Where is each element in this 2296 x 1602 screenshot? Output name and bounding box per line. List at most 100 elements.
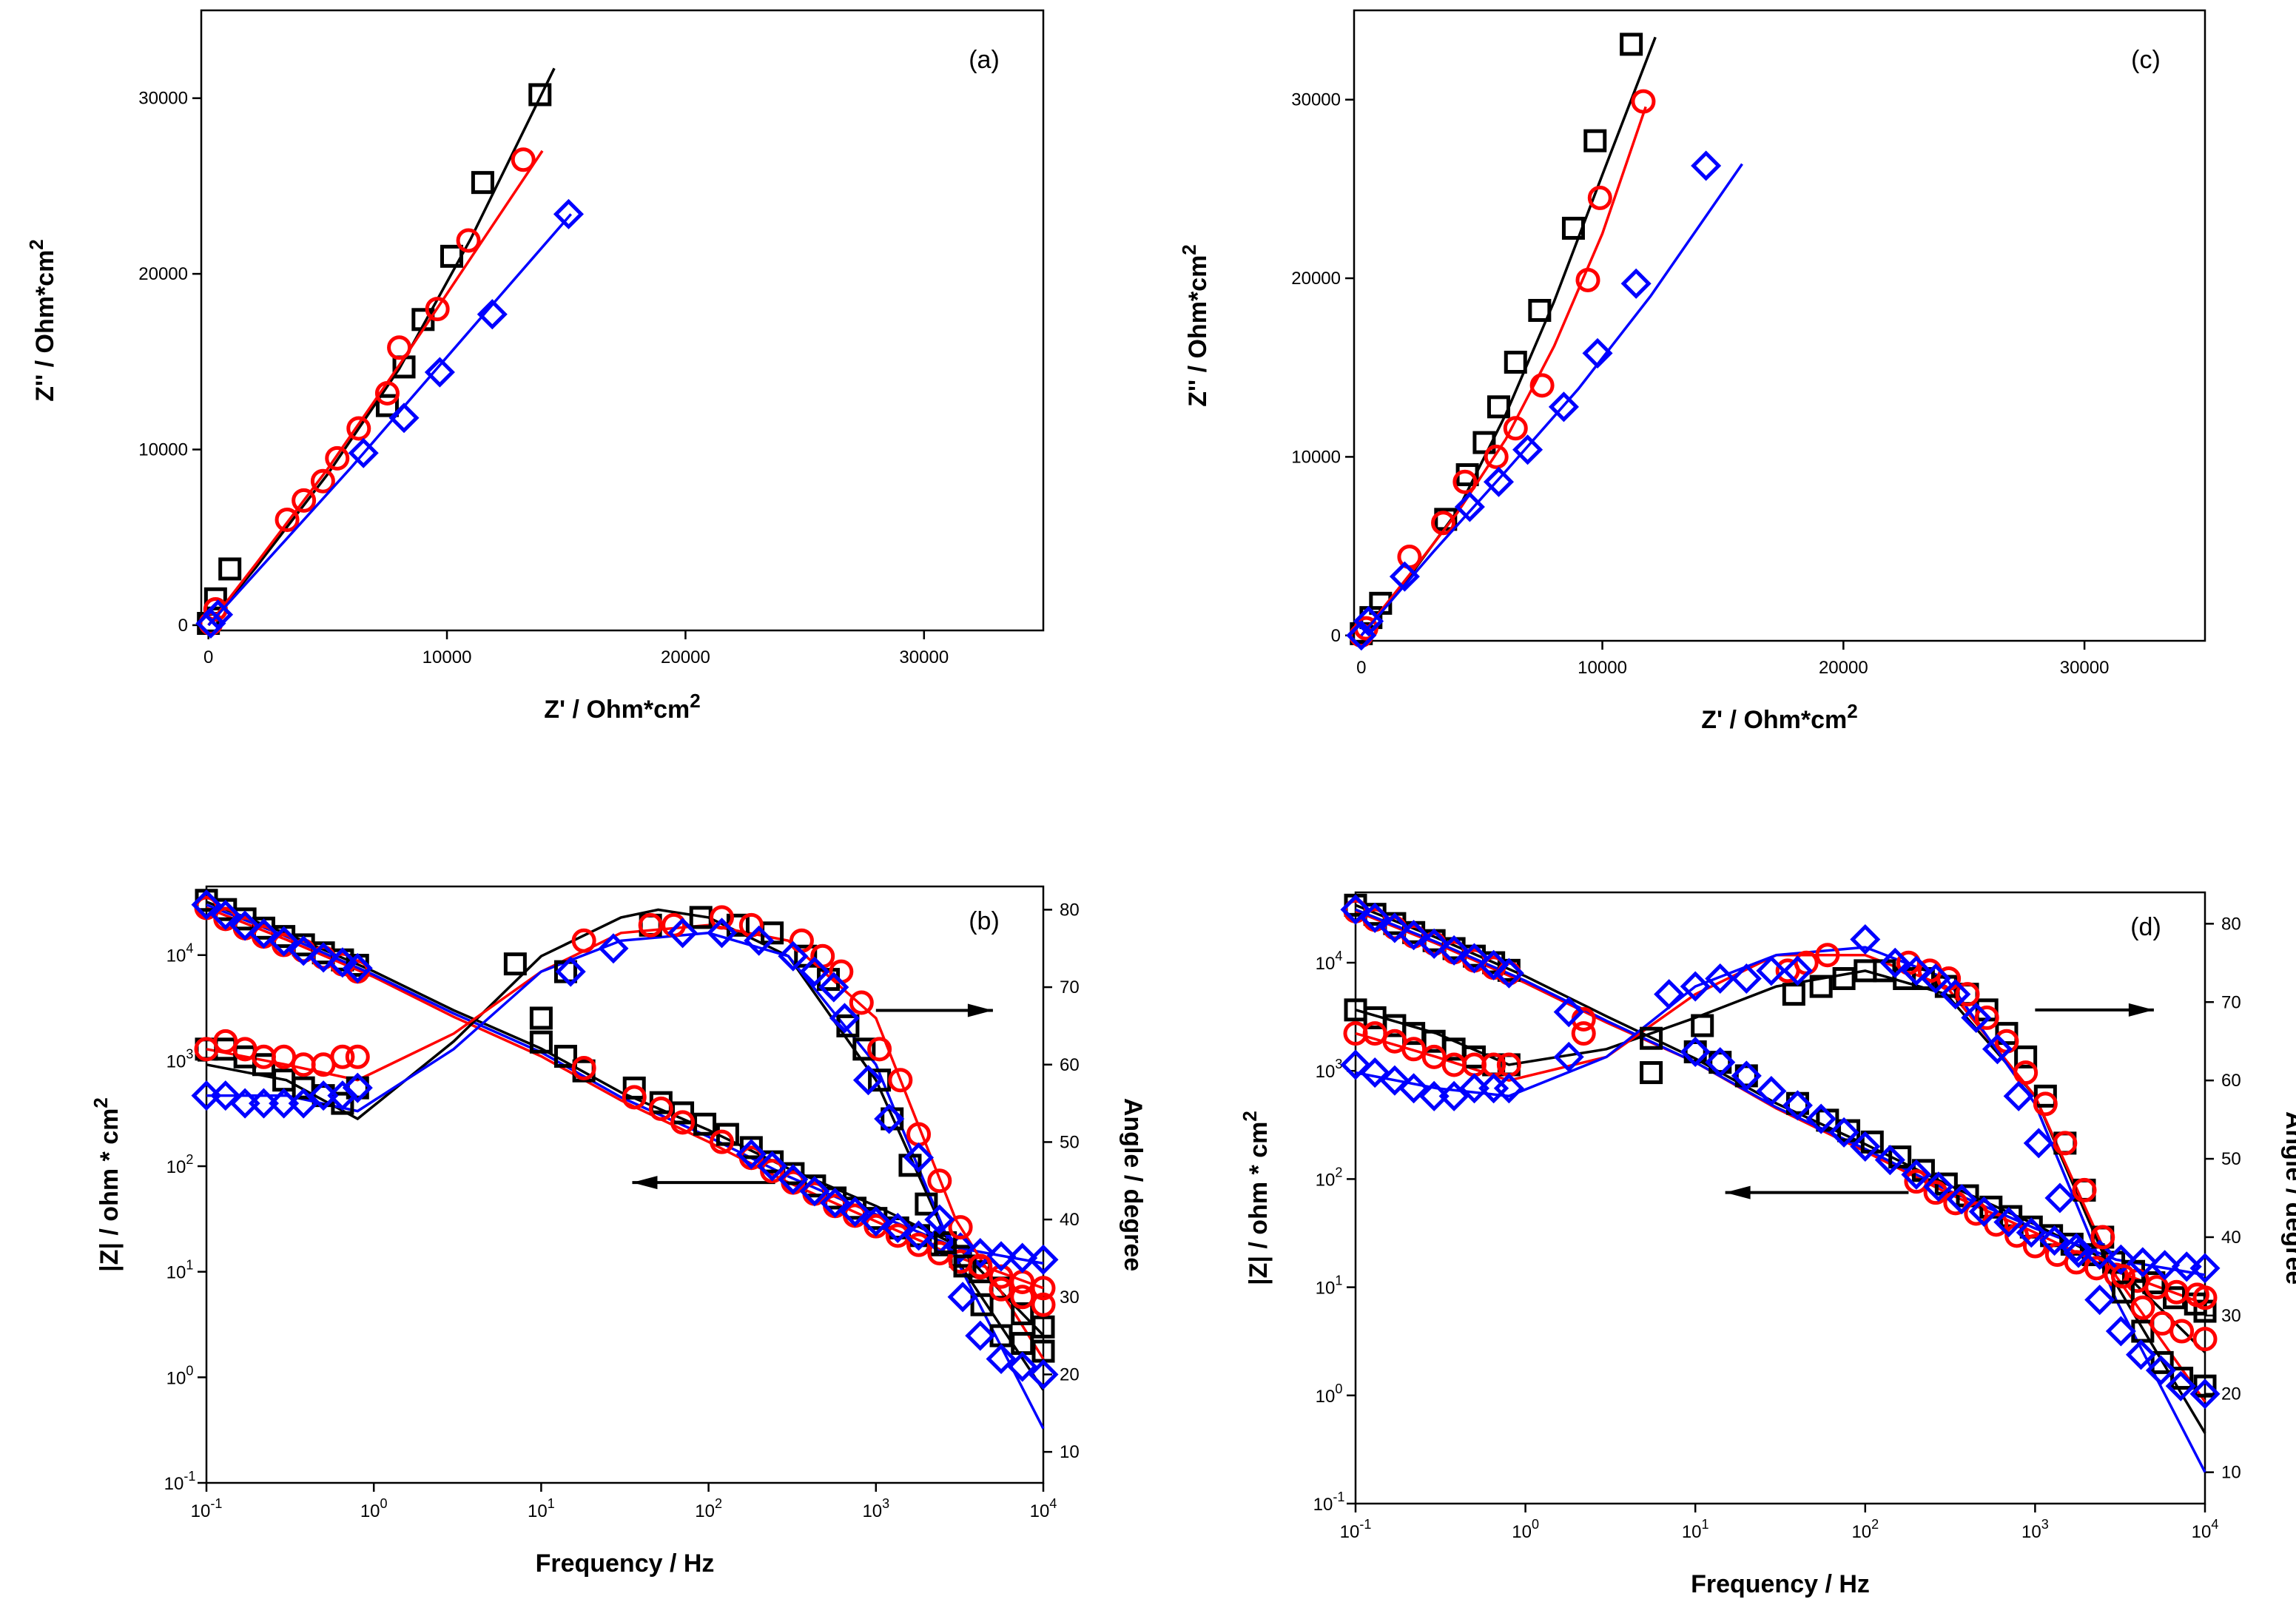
data-point-black	[1620, 33, 1643, 56]
data-point-blue	[1512, 434, 1543, 465]
modulus-point-blue	[1478, 949, 1509, 980]
angle-point-black	[852, 1037, 876, 1061]
angle-point-blue	[924, 1204, 955, 1235]
angle-point-red	[1955, 982, 1980, 1007]
x-tick-label: 104	[1030, 1496, 1057, 1521]
angle-point-blue	[2063, 1237, 2094, 1268]
fit-line-blue	[1360, 163, 1743, 636]
y-tick-label: 30000	[1291, 90, 1341, 110]
modulus-point-black	[693, 1112, 717, 1136]
data-point-blue	[553, 198, 585, 229]
modulus-point-black	[529, 1030, 553, 1054]
angle-point-blue	[269, 1088, 300, 1119]
modulus-point-blue	[1901, 1159, 1932, 1190]
angle-point-blue	[2003, 1080, 2034, 1111]
angle-point-blue	[1359, 1057, 1390, 1088]
x-axis-label: Z' / Ohm*cm2	[544, 690, 700, 724]
y-tick-label: 20000	[1291, 269, 1341, 289]
angle-point-black	[252, 1053, 275, 1077]
x-tick-label: 102	[695, 1496, 722, 1521]
angle-point-blue	[1680, 971, 1711, 1002]
x-tick-label: 20000	[661, 647, 710, 667]
data-point-black	[440, 244, 463, 268]
modulus-point-blue	[799, 1176, 830, 1207]
data-point-blue	[1454, 491, 1485, 522]
angle-point-red	[710, 905, 735, 930]
data-point-black	[375, 394, 399, 417]
angle-point-blue	[2165, 1370, 2196, 1401]
y-tick-label: 10000	[138, 440, 188, 460]
data-point-black	[1472, 431, 1496, 454]
angle-point-red	[2192, 1327, 2218, 1352]
angle-point-blue	[1438, 1080, 1469, 1111]
x-tick-label: 101	[1682, 1517, 1709, 1542]
modulus-point-blue	[840, 1197, 871, 1228]
angle-point-blue	[852, 1065, 883, 1096]
y-tick-label: 103	[1316, 1057, 1343, 1082]
data-point-red	[346, 416, 371, 441]
modulus-point-blue	[882, 1212, 913, 1244]
data-point-black	[1583, 129, 1607, 152]
modulus-point-red	[1904, 1169, 1929, 1194]
modulus-point-blue	[1418, 928, 1450, 959]
angle-point-black	[331, 1091, 354, 1115]
data-point-red	[1452, 469, 1478, 494]
angle-point-red	[638, 912, 663, 938]
angle-point-red	[2130, 1295, 2155, 1320]
angle-point-black	[1995, 1022, 2019, 1046]
x-tick-label: 103	[862, 1496, 889, 1521]
chart-panel-d: 10-1 100 101 102 103 104 10-1 100 101 102 103 104 10…	[1239, 891, 2296, 1598]
x-tick-label: 10000	[1578, 658, 1627, 678]
x-tick-label: 30000	[2060, 658, 2110, 678]
angle-point-red	[927, 1168, 952, 1194]
modulus-point-black	[1031, 1315, 1055, 1339]
angle-point-black	[915, 1192, 938, 1216]
data-point-red	[1631, 89, 1656, 114]
angle-point-blue	[2125, 1339, 2157, 1370]
y2-tick-label: 80	[2221, 914, 2241, 934]
angle-point-red	[1010, 1285, 1035, 1310]
angle-fit-red	[206, 923, 1045, 1360]
angle-point-black	[503, 952, 527, 976]
data-point-blue	[348, 437, 379, 468]
modulus-point-black	[1011, 1302, 1034, 1325]
modulus-point-blue	[229, 910, 260, 941]
data-point-black	[1561, 216, 1585, 240]
modulus-point-blue	[757, 1151, 788, 1182]
x-axis-label: Frequency / Hz	[1691, 1570, 1870, 1598]
angle-point-black	[529, 1006, 553, 1030]
data-point-blue	[195, 608, 226, 639]
angle-point-blue	[1731, 963, 1762, 994]
modulus-point-blue	[1828, 1117, 1859, 1148]
panel-label: (d)	[2130, 913, 2161, 941]
panel-label: (a)	[969, 46, 1000, 74]
x-tick-label: 30000	[899, 647, 949, 667]
angle-point-red	[2169, 1319, 2195, 1344]
angle-point-blue	[1379, 1065, 1410, 1096]
angle-point-blue	[799, 956, 830, 987]
modulus-point-black	[1888, 1145, 1912, 1169]
y2-tick-label: 50	[2221, 1149, 2241, 1169]
modulus-point-blue	[2039, 1225, 2070, 1256]
data-point-red	[1503, 416, 1528, 441]
modulus-point-blue	[1705, 1047, 1736, 1078]
angle-point-blue	[1782, 955, 1813, 986]
y-tick-label: 102	[166, 1152, 194, 1177]
data-point-black	[218, 557, 242, 581]
data-point-blue	[203, 599, 234, 630]
modulus-point-black	[1708, 1051, 1732, 1074]
modulus-point-blue	[1680, 1036, 1711, 1068]
data-point-red	[1484, 444, 1509, 469]
y2-tick-label: 80	[1060, 900, 1080, 920]
modulus-point-blue	[1493, 958, 1524, 989]
modulus-point-blue	[2105, 1244, 2136, 1275]
angle-point-blue	[555, 956, 586, 987]
angle-point-blue	[986, 1343, 1017, 1375]
angle-point-black	[1782, 983, 1805, 1006]
angle-point-blue	[818, 972, 849, 1003]
modulus-point-black	[553, 1044, 577, 1068]
modulus-point-blue	[210, 899, 241, 931]
angle-point-red	[2072, 1177, 2097, 1202]
data-point-blue	[1582, 337, 1613, 368]
modulus-point-blue	[1782, 1090, 1813, 1121]
